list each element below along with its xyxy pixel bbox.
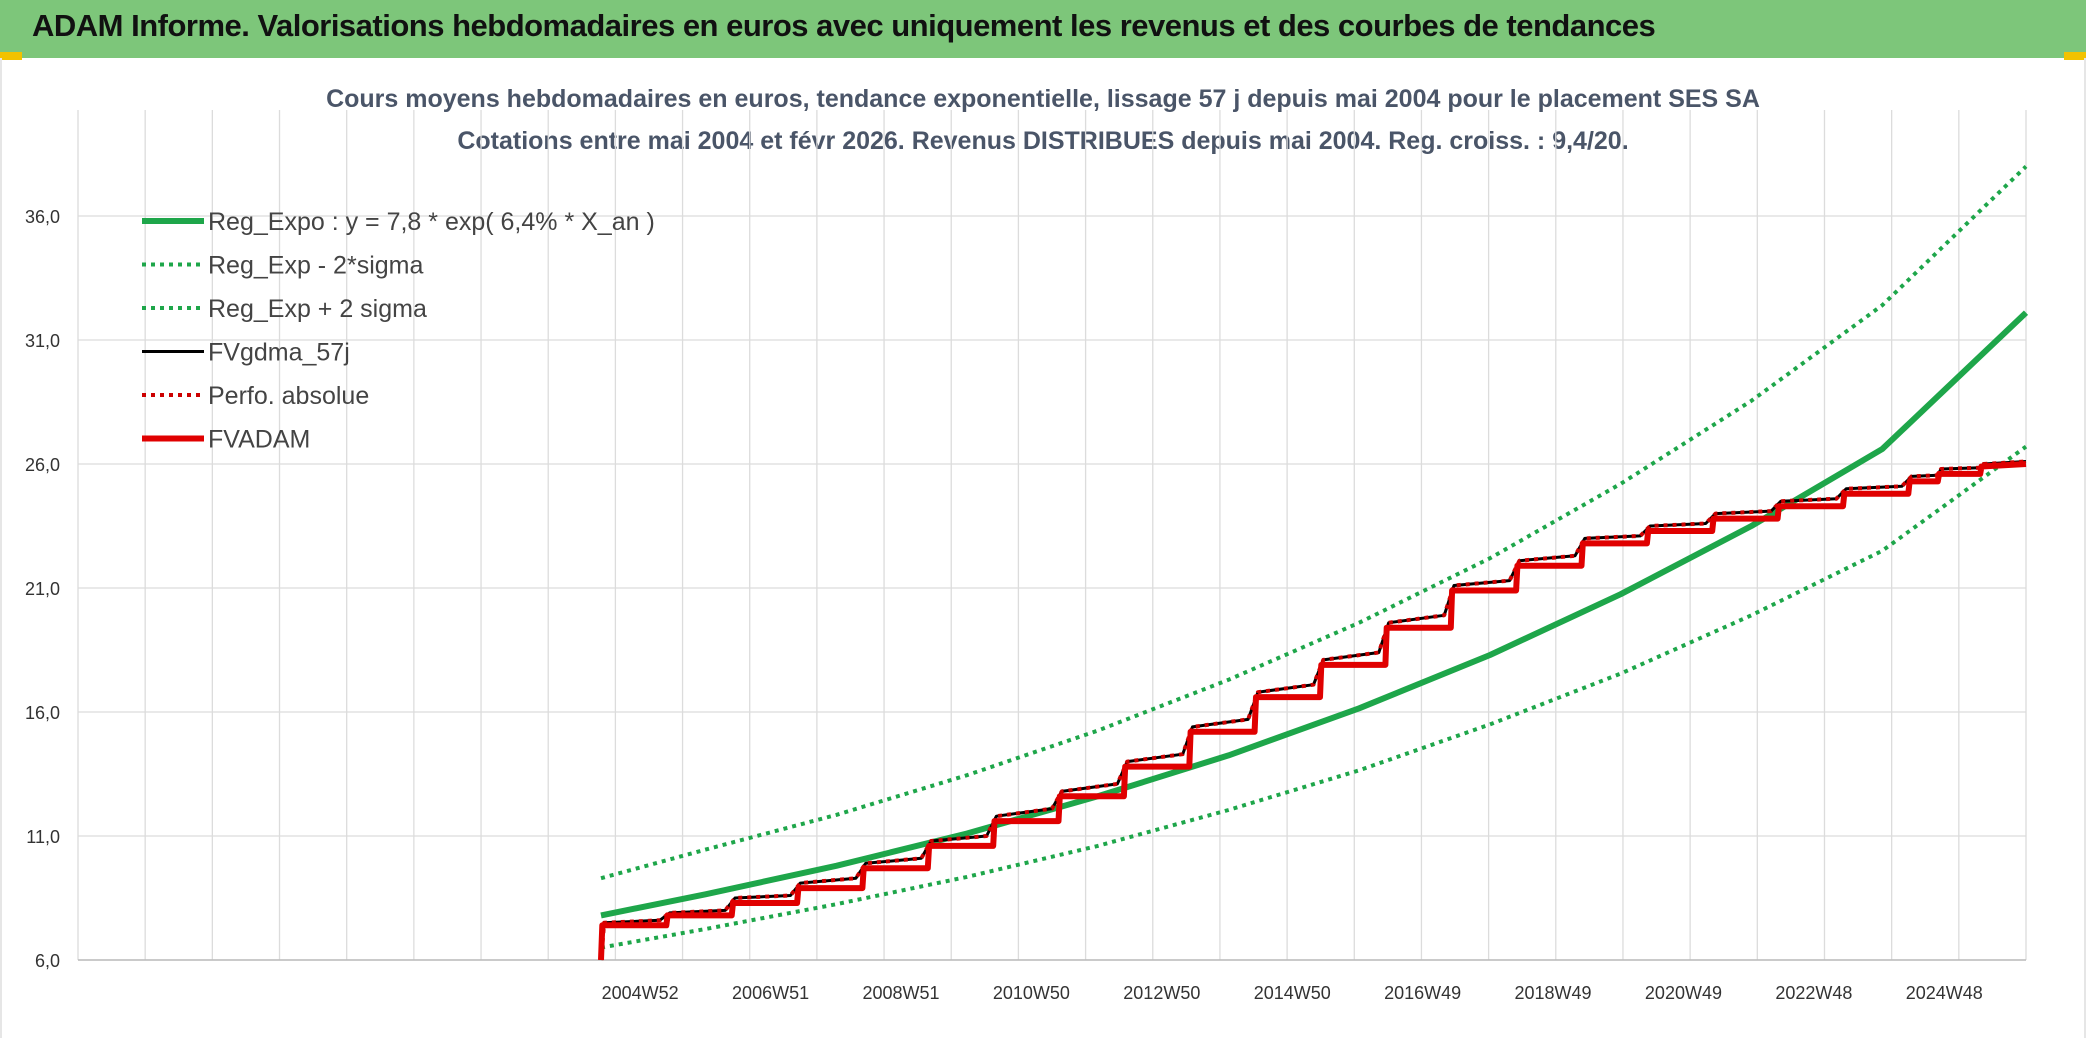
y-tick-label: 31,0 — [25, 331, 60, 351]
x-tick-label: 2022W48 — [1775, 983, 1852, 1003]
legend-label: FVADAM — [208, 426, 310, 454]
chart-subtitle: Cotations entre mai 2004 et févr 2026. R… — [457, 127, 1629, 155]
chart-frame — [0, 58, 2086, 1038]
y-tick-label: 16,0 — [25, 703, 60, 723]
legend-label: FVgdma_57j — [208, 339, 350, 367]
x-tick-label: 2006W51 — [732, 983, 809, 1003]
x-tick-label: 2010W50 — [993, 983, 1070, 1003]
x-tick-label: 2008W51 — [862, 983, 939, 1003]
series-line-4 — [599, 459, 2027, 961]
y-tick-label: 11,0 — [26, 827, 60, 847]
legend-label: Reg_Exp - 2*sigma — [208, 252, 423, 280]
x-tick-label: 2024W48 — [1906, 983, 1983, 1003]
y-tick-label: 36,0 — [25, 207, 60, 227]
y-tick-label: 6,0 — [35, 951, 60, 971]
chart-title: Cours moyens hebdomadaires en euros, ten… — [326, 85, 1760, 113]
legend-label: Reg_Expo : y = 7,8 * exp( 6,4% * X_an ) — [208, 208, 655, 236]
corner-marker-right — [2064, 52, 2086, 60]
legend-label: Perfo. absolue — [208, 382, 369, 410]
x-tick-label: 2012W50 — [1123, 983, 1200, 1003]
y-tick-label: 21,0 — [25, 579, 60, 599]
x-tick-label: 2020W49 — [1645, 983, 1722, 1003]
header-bar: ADAM Informe. Valorisations hebdomadaire… — [0, 0, 2086, 58]
x-tick-label: 2014W50 — [1254, 983, 1331, 1003]
series-line-1 — [600, 444, 2028, 950]
y-tick-label: 26,0 — [25, 455, 60, 475]
series-line-0 — [600, 310, 2029, 919]
corner-marker-left — [0, 52, 22, 60]
y-axis-ticks: 6,0 11,0 16,0 21,0 26,0 31,0 36,0 — [25, 207, 60, 971]
x-tick-label: 2018W49 — [1515, 983, 1592, 1003]
page-title: ADAM Informe. Valorisations hebdomadaire… — [32, 8, 1656, 43]
legend-label: Reg_Exp + 2 sigma — [208, 295, 427, 323]
x-axis-ticks: 2004W52 2006W51 2008W51 2010W50 2012W50 2014W… — [602, 983, 1983, 1003]
x-tick-label: 2004W52 — [602, 983, 679, 1003]
x-tick-label: 2016W49 — [1384, 983, 1461, 1003]
series-lines — [598, 164, 2029, 961]
gridlines — [77, 110, 2027, 961]
series-line-5 — [598, 461, 2027, 961]
legend: Reg_Expo : y = 7,8 * exp( 6,4% * X_an ) R… — [142, 208, 655, 454]
series-line-2 — [600, 164, 2028, 881]
